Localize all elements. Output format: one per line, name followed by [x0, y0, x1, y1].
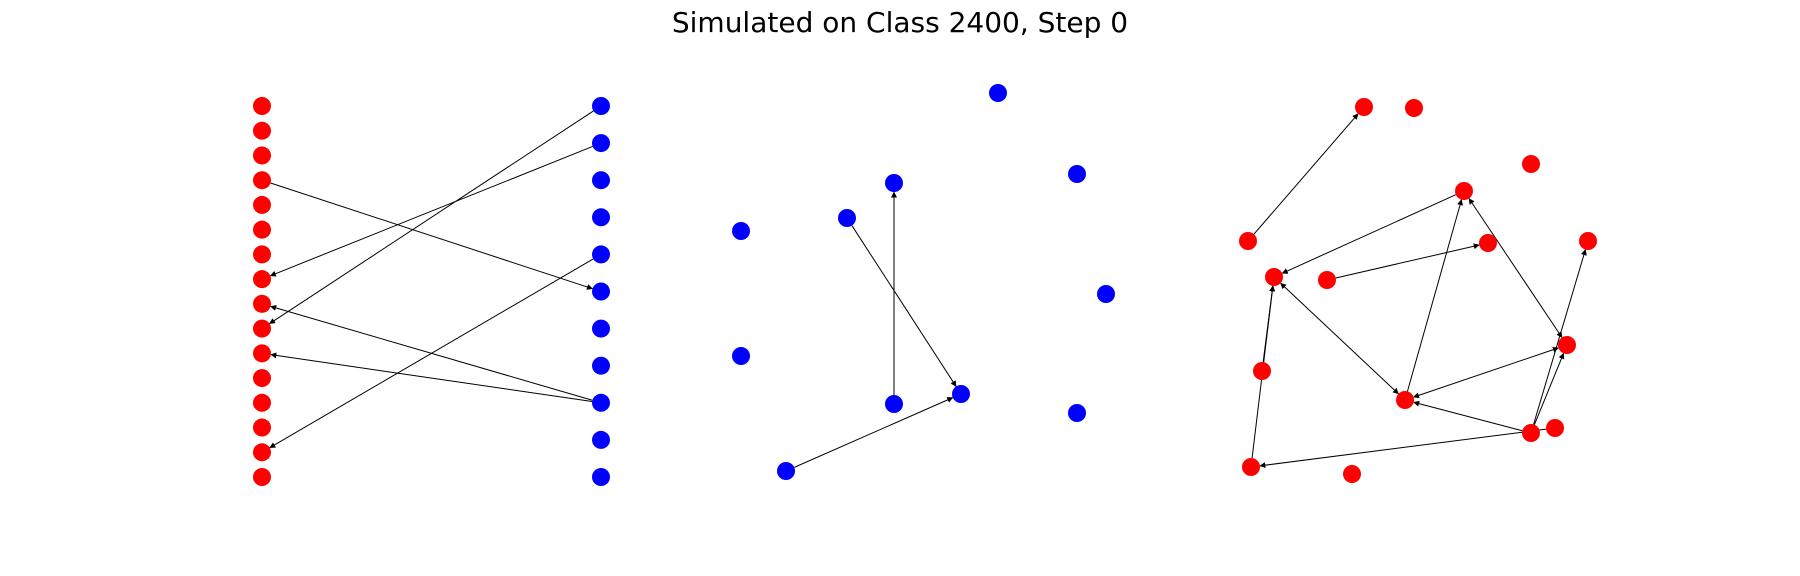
red-node[interactable]	[1546, 419, 1564, 437]
blue-node[interactable]	[732, 347, 750, 365]
blue-node[interactable]	[592, 393, 610, 412]
red-node[interactable]	[253, 344, 271, 363]
blue-node[interactable]	[1097, 285, 1115, 303]
figure-title: Simulated on Class 2400, Step 0	[671, 6, 1129, 39]
bipartite-panel	[253, 97, 610, 486]
red-graph-edge	[1281, 194, 1457, 274]
blue-node[interactable]	[1068, 165, 1086, 183]
blue-node[interactable]	[732, 222, 750, 240]
blue-graph-panel	[732, 84, 1115, 480]
red-node[interactable]	[1579, 232, 1597, 250]
blue-node[interactable]	[885, 174, 903, 192]
red-node[interactable]	[253, 146, 271, 165]
blue-node[interactable]	[838, 209, 856, 227]
red-graph-edge	[1533, 352, 1565, 425]
blue-node[interactable]	[592, 356, 610, 375]
red-graph-edge	[1413, 346, 1559, 399]
red-graph-edge	[1533, 249, 1587, 425]
red-graph-edge	[1280, 282, 1399, 395]
blue-node[interactable]	[592, 245, 610, 264]
blue-graph-edges	[794, 191, 957, 468]
bipartite-edges	[269, 110, 594, 449]
bipartite-edge	[270, 352, 593, 402]
red-graph-nodes	[1239, 98, 1597, 483]
red-graph-edge	[1335, 243, 1480, 279]
red-node[interactable]	[253, 468, 271, 486]
red-graph-panel	[1239, 98, 1597, 483]
blue-node[interactable]	[952, 385, 970, 403]
blue-node[interactable]	[885, 395, 903, 413]
blue-node[interactable]	[592, 319, 610, 338]
red-node[interactable]	[253, 270, 271, 289]
red-node[interactable]	[253, 97, 271, 115]
red-graph-edge	[1253, 113, 1359, 235]
red-node[interactable]	[253, 319, 271, 338]
red-node[interactable]	[253, 245, 271, 264]
red-node[interactable]	[1355, 98, 1373, 116]
red-node[interactable]	[253, 393, 271, 412]
blue-node[interactable]	[592, 430, 610, 449]
red-node[interactable]	[1343, 465, 1361, 483]
red-node[interactable]	[253, 195, 271, 214]
red-node[interactable]	[253, 220, 271, 239]
red-node[interactable]	[253, 294, 271, 313]
red-graph-edge	[1413, 400, 1523, 432]
blue-graph-edge	[851, 225, 957, 387]
red-node[interactable]	[1405, 99, 1423, 117]
blue-node[interactable]	[592, 208, 610, 227]
red-node[interactable]	[1242, 458, 1260, 476]
blue-node[interactable]	[592, 134, 610, 153]
red-node[interactable]	[1253, 362, 1271, 380]
red-graph-edges	[1251, 113, 1587, 469]
red-node[interactable]	[1455, 182, 1473, 200]
red-node[interactable]	[1318, 271, 1336, 289]
red-graph-edge	[1468, 198, 1563, 338]
blue-node[interactable]	[989, 84, 1007, 102]
red-node[interactable]	[1265, 268, 1283, 286]
red-node[interactable]	[253, 369, 271, 388]
red-node[interactable]	[1239, 232, 1257, 250]
red-node[interactable]	[1558, 336, 1576, 354]
blue-graph-nodes	[732, 84, 1115, 480]
red-node[interactable]	[1522, 424, 1540, 442]
red-node[interactable]	[1396, 391, 1414, 409]
bipartite-edge	[269, 110, 594, 325]
red-node[interactable]	[1479, 234, 1497, 252]
red-graph-edge	[1259, 428, 1547, 469]
blue-graph-edge	[794, 397, 954, 468]
red-node[interactable]	[253, 443, 271, 462]
bipartite-edge	[269, 145, 593, 277]
red-node[interactable]	[1522, 155, 1540, 173]
red-node[interactable]	[253, 418, 271, 437]
red-node[interactable]	[253, 121, 271, 140]
blue-node[interactable]	[592, 171, 610, 190]
blue-node[interactable]	[592, 97, 610, 115]
blue-node[interactable]	[592, 468, 610, 486]
blue-node[interactable]	[592, 282, 610, 301]
bipartite-nodes	[253, 97, 610, 486]
blue-node[interactable]	[777, 462, 795, 480]
blue-node[interactable]	[1068, 404, 1086, 422]
red-graph-edge	[1406, 199, 1463, 392]
red-node[interactable]	[253, 171, 271, 190]
bipartite-edge	[270, 305, 593, 401]
bipartite-edge	[270, 182, 593, 290]
